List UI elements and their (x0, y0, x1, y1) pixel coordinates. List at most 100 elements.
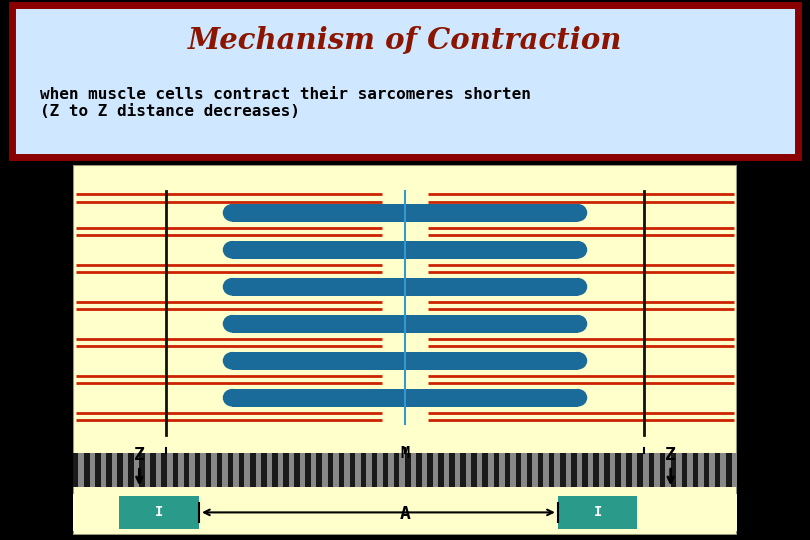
Bar (211, 453, 217, 487)
Bar (100, 453, 106, 487)
Text: when muscle cells contract their sarcomeres shorten
(Z to Z distance decreases): when muscle cells contract their sarcome… (40, 86, 531, 119)
Bar (222, 453, 228, 487)
Bar (232, 352, 578, 369)
Bar (637, 453, 643, 487)
Ellipse shape (568, 389, 587, 407)
Ellipse shape (223, 315, 242, 333)
Bar (167, 453, 173, 487)
Bar (117, 453, 122, 487)
Bar (95, 453, 100, 487)
Bar (454, 453, 460, 487)
Bar (161, 453, 167, 487)
Bar (284, 453, 288, 487)
Bar (119, 496, 199, 529)
Bar (288, 453, 294, 487)
Bar (720, 453, 726, 487)
Bar (73, 453, 79, 487)
Bar (626, 453, 632, 487)
Bar (676, 453, 682, 487)
Bar (510, 453, 516, 487)
Bar (344, 453, 350, 487)
Bar (698, 453, 704, 487)
Bar (577, 453, 582, 487)
Bar (184, 453, 189, 487)
Bar (411, 453, 416, 487)
Bar (405, 453, 411, 487)
Bar (250, 453, 256, 487)
Bar (477, 453, 483, 487)
Bar (206, 453, 211, 487)
Bar (333, 453, 339, 487)
Bar (671, 453, 676, 487)
Bar (516, 453, 521, 487)
Bar (499, 453, 505, 487)
Text: I: I (155, 505, 164, 519)
Bar (272, 453, 278, 487)
Bar (587, 453, 593, 487)
Bar (665, 453, 671, 487)
Bar (693, 453, 698, 487)
Bar (89, 453, 95, 487)
Bar (232, 315, 578, 333)
Bar (471, 453, 477, 487)
Bar (687, 453, 693, 487)
Bar (558, 496, 637, 529)
Bar (593, 453, 599, 487)
Bar (582, 453, 587, 487)
Ellipse shape (223, 352, 242, 369)
Bar (151, 453, 156, 487)
Bar (599, 453, 604, 487)
Bar (322, 453, 327, 487)
Bar (715, 453, 720, 487)
Bar (128, 453, 134, 487)
Ellipse shape (223, 204, 242, 221)
Bar (450, 453, 454, 487)
Bar (300, 453, 305, 487)
Bar (532, 453, 538, 487)
Text: Z: Z (665, 446, 676, 464)
Bar (145, 453, 151, 487)
Text: Z: Z (134, 446, 145, 464)
Bar (460, 453, 466, 487)
Bar (522, 453, 526, 487)
Bar (173, 453, 178, 487)
Bar (232, 389, 578, 407)
Bar (427, 453, 433, 487)
Bar (726, 453, 731, 487)
Ellipse shape (223, 389, 242, 407)
Bar (394, 453, 399, 487)
Ellipse shape (568, 315, 587, 333)
Bar (438, 453, 444, 487)
Bar (616, 453, 620, 487)
Bar (654, 453, 659, 487)
Text: I: I (594, 505, 602, 519)
Bar (643, 453, 649, 487)
Bar (444, 453, 450, 487)
Bar (483, 453, 488, 487)
Bar (139, 453, 145, 487)
Bar (682, 453, 687, 487)
Bar (350, 453, 355, 487)
Bar (112, 453, 117, 487)
Bar (266, 453, 272, 487)
Bar (84, 453, 89, 487)
Bar (106, 453, 112, 487)
Bar (232, 204, 578, 221)
Ellipse shape (223, 241, 242, 259)
Bar (704, 453, 710, 487)
Bar (544, 453, 549, 487)
Bar (232, 241, 578, 259)
Bar (466, 453, 471, 487)
Bar (178, 453, 184, 487)
Bar (245, 453, 250, 487)
Bar (200, 453, 206, 487)
Bar (261, 453, 266, 487)
Bar (217, 453, 222, 487)
Bar (372, 453, 377, 487)
Bar (421, 453, 427, 487)
Bar (659, 453, 665, 487)
Bar (649, 453, 654, 487)
Ellipse shape (223, 278, 242, 295)
Bar (620, 453, 626, 487)
Bar (134, 453, 139, 487)
